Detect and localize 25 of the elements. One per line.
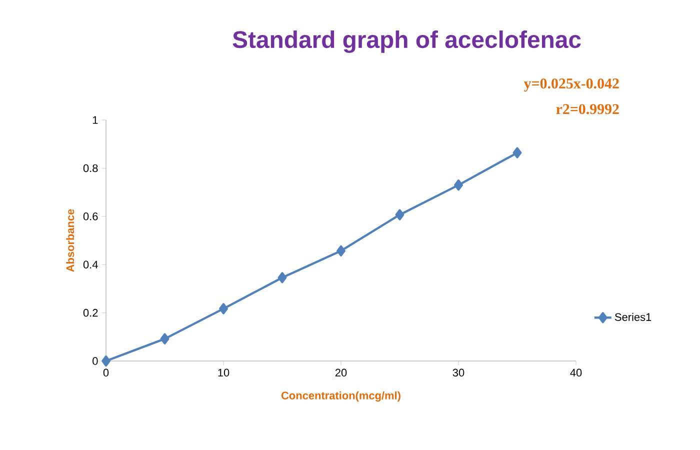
y-tick-label: 0.8 (83, 164, 98, 172)
point (336, 245, 346, 256)
x-tick-label: 40 (570, 368, 582, 377)
x-tick-label: 0 (103, 368, 109, 377)
point (454, 179, 463, 191)
y-tick-label: 0 (92, 357, 98, 365)
y-tick-label: 0.4 (83, 260, 98, 268)
y-tick-label: 0.2 (83, 308, 98, 317)
point (395, 209, 404, 220)
y-tick-label: 1 (92, 116, 98, 124)
point (102, 355, 110, 367)
x-tick-label: 30 (452, 368, 464, 377)
point (278, 272, 287, 284)
chart-title: Standard graph of aceclofenac (232, 30, 581, 53)
point (160, 333, 170, 344)
x-tick-label: 20 (335, 368, 347, 377)
text: r2=0.9992 (556, 104, 619, 114)
text: y=0.025x-0.042 (524, 78, 619, 92)
y-axis-title: Absorbance (66, 209, 74, 272)
legend-label: Series1 (614, 312, 652, 321)
x-tick-label: 10 (218, 368, 230, 377)
x-axis-title: Concentration(mcg/ml) (281, 391, 400, 402)
point (512, 147, 522, 158)
y-tick-label: 0.6 (83, 212, 98, 220)
point (219, 303, 228, 314)
